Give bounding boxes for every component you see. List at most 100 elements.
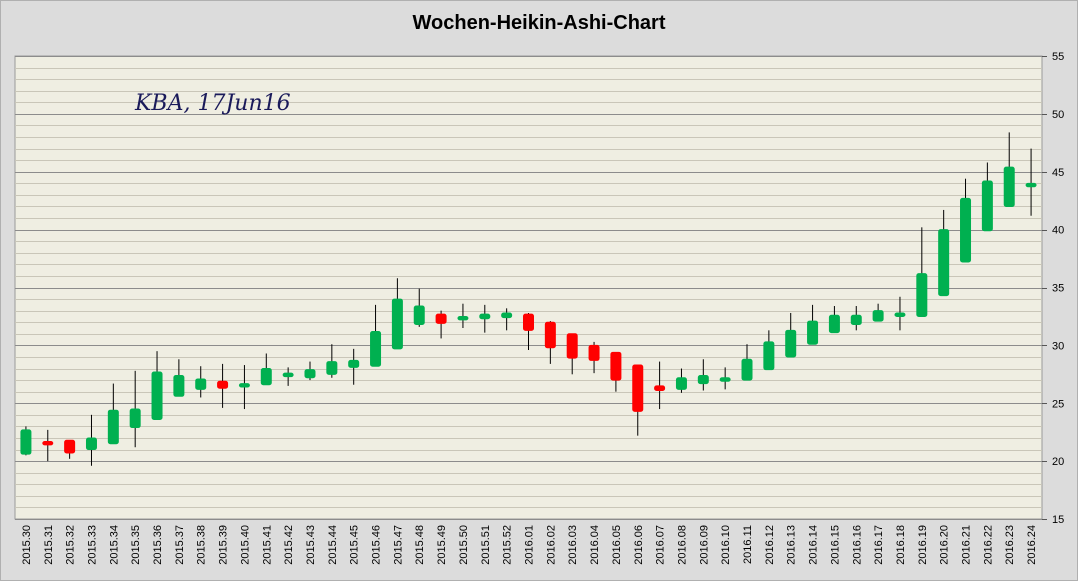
- candle-body: [238, 383, 250, 388]
- candle: [741, 344, 753, 381]
- x-tick-label: 2015.37: [174, 525, 186, 565]
- candle: [129, 370, 141, 448]
- candle: [326, 344, 338, 378]
- candle: [566, 333, 578, 375]
- candle: [1025, 148, 1037, 216]
- x-tick-label: 2016.21: [961, 525, 973, 565]
- x-tick-label: 2016.04: [589, 525, 601, 565]
- x-tick-label: 2016.11: [742, 525, 754, 564]
- y-tick-label: 35: [1052, 283, 1064, 295]
- x-tick-label: 2016.17: [873, 525, 885, 565]
- candle: [348, 348, 360, 385]
- candle: [195, 366, 207, 398]
- candle: [938, 209, 950, 297]
- candle-body: [173, 374, 185, 397]
- x-tick-label: 2015.44: [327, 525, 339, 565]
- x-tick-label: 2015.51: [480, 525, 492, 565]
- candle-body: [763, 341, 775, 371]
- candle: [763, 330, 775, 371]
- candle: [828, 306, 840, 334]
- candle: [916, 227, 928, 317]
- x-tick-label: 2015.41: [261, 525, 273, 565]
- candle-body: [566, 333, 578, 359]
- x-tick-label: 2015.33: [86, 525, 98, 565]
- candle-body: [894, 312, 906, 317]
- x-tick-label: 2015.38: [196, 525, 208, 565]
- candle-body: [195, 378, 207, 390]
- x-tick-label: 2015.31: [43, 525, 55, 565]
- candle-body: [20, 429, 32, 455]
- candle-body: [588, 344, 600, 361]
- x-tick-label: 2016.19: [917, 525, 929, 565]
- candle-body: [1025, 182, 1037, 188]
- candle: [85, 414, 97, 466]
- x-tick-label: 2016.10: [720, 525, 732, 565]
- candle: [523, 312, 534, 351]
- candle: [654, 361, 666, 410]
- candle-body: [217, 380, 229, 389]
- candle-body: [479, 313, 491, 320]
- x-tick-label: 2015.40: [239, 525, 251, 565]
- y-tick-label: 40: [1052, 225, 1064, 237]
- candle: [151, 351, 163, 420]
- y-tick-label: 55: [1052, 51, 1064, 63]
- candle-body: [807, 320, 819, 345]
- y-tick-label: 45: [1052, 167, 1064, 179]
- chart-annotation: KBA, 17Jun16: [134, 91, 291, 116]
- candle-body: [850, 314, 862, 326]
- x-tick-label: 2016.03: [567, 525, 579, 565]
- candle-body: [107, 409, 119, 445]
- candle: [610, 351, 622, 392]
- plot-background: [14, 55, 1043, 520]
- candle-series: [20, 132, 1037, 466]
- candle-body: [632, 364, 644, 412]
- candle-body: [64, 439, 76, 454]
- candle: [304, 361, 316, 381]
- candle-body: [85, 437, 97, 451]
- x-tick-label: 2015.43: [305, 525, 317, 565]
- chart-title: Wochen-Heikin-Ashi-Chart: [412, 12, 666, 34]
- candle: [457, 303, 469, 329]
- candle-body: [304, 369, 316, 379]
- x-tick-label: 2015.39: [218, 525, 230, 565]
- candle: [675, 368, 687, 393]
- x-tick-label: 2016.20: [939, 525, 951, 565]
- candle-body: [151, 371, 163, 420]
- candle: [391, 278, 403, 350]
- candle: [697, 359, 709, 391]
- candle: [20, 426, 32, 456]
- candle: [42, 429, 54, 462]
- candle-body: [457, 315, 469, 321]
- candle: [544, 321, 556, 364]
- x-tick-label: 2016.08: [676, 525, 688, 565]
- x-tick-label: 2015.30: [21, 525, 33, 565]
- candle: [807, 304, 819, 345]
- candle-body: [675, 377, 687, 390]
- x-tick-label: 2015.48: [414, 525, 426, 565]
- candle-body: [42, 440, 54, 446]
- x-tick-label: 2015.49: [436, 525, 448, 565]
- candle-body: [916, 273, 928, 317]
- x-tick-label: 2016.01: [524, 525, 536, 565]
- candle: [370, 304, 382, 367]
- x-tick-label: 2016.06: [633, 525, 645, 565]
- x-tick-label: 2016.09: [698, 525, 710, 565]
- candle: [107, 383, 119, 445]
- x-tick-label: 2016.23: [1004, 525, 1016, 565]
- candle: [260, 353, 272, 386]
- candle-body: [741, 358, 753, 381]
- x-tick-label: 2016.12: [764, 525, 776, 565]
- x-tick-label: 2015.34: [108, 525, 120, 565]
- x-tick-label: 2015.35: [130, 525, 142, 565]
- candle-body: [610, 351, 622, 381]
- y-tick-label: 20: [1052, 456, 1064, 468]
- candle: [588, 341, 600, 374]
- candle-body: [872, 310, 884, 322]
- y-tick-label: 15: [1052, 514, 1064, 526]
- x-tick-label: 2015.52: [502, 525, 514, 565]
- x-tick-label: 2015.36: [152, 525, 164, 565]
- candle-body: [326, 361, 338, 375]
- candle-body: [370, 330, 382, 367]
- x-tick-label: 2016.13: [786, 525, 798, 565]
